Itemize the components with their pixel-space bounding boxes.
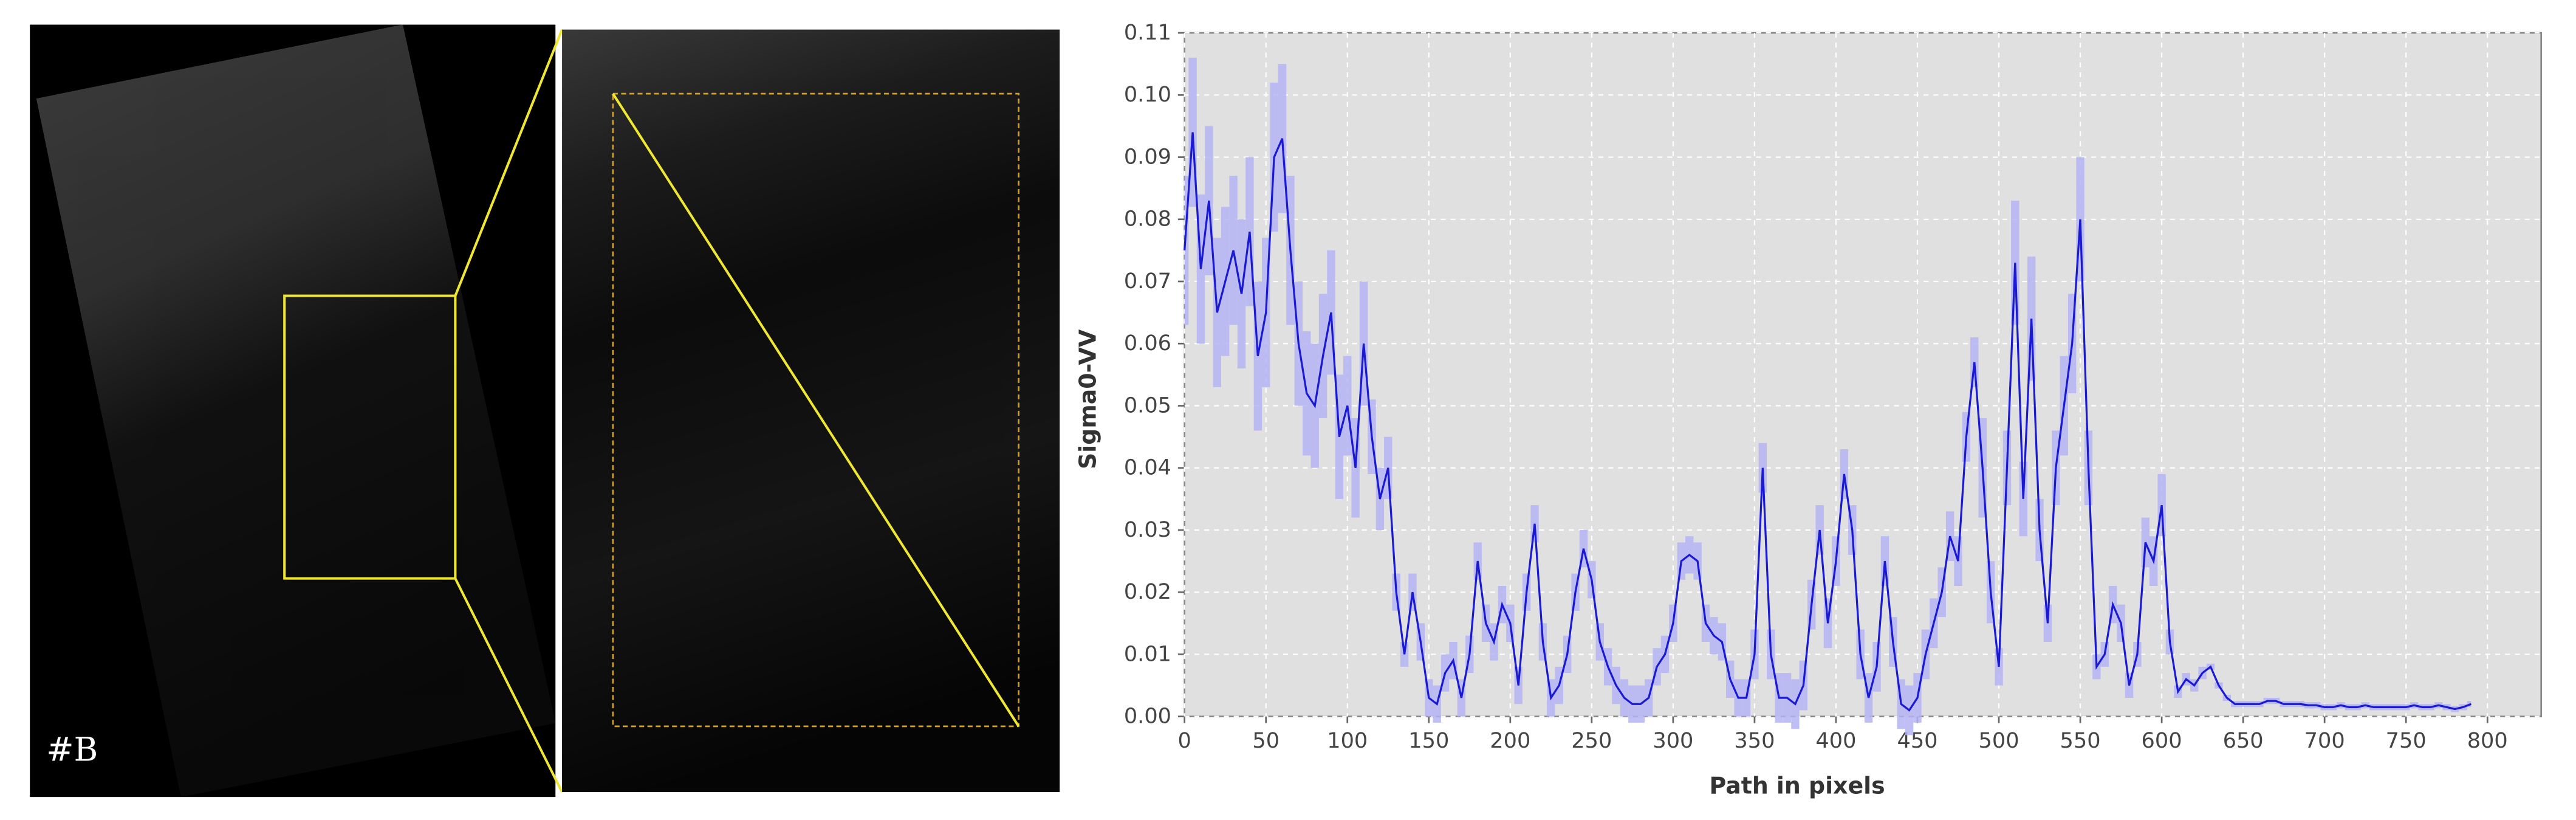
y-tick-label: 0.02 [1124,579,1171,604]
x-tick-label: 450 [1897,728,1937,753]
x-tick-label: 600 [2142,728,2182,753]
y-tick-label: 0.05 [1124,393,1171,418]
x-tick-label: 750 [2386,728,2427,753]
x-tick-label: 700 [2304,728,2345,753]
y-tick-label: 0.10 [1124,82,1171,107]
x-tick-label: 500 [1979,728,2019,753]
y-tick-label: 0.01 [1124,641,1171,666]
chart: 0.00 0.01 0.02 0.03 0.04 0.05 0.06 0.07 0.08 0.09… [1075,20,2543,799]
y-tick-label: 0.06 [1124,331,1171,356]
x-tick-label: 0 [1178,728,1191,753]
x-tick-label: 650 [2223,728,2264,753]
x-axis-label: Path in pixels [1710,773,1885,799]
x-tick-label: 400 [1815,728,1856,753]
plot-area [1184,32,2543,718]
x-tick-label: 100 [1327,728,1368,753]
x-tick-label: 550 [2060,728,2101,753]
y-tick-label: 0.11 [1124,20,1171,45]
y-tick-label: 0.00 [1124,703,1171,728]
zoom-image [562,29,1060,793]
data-line [1184,132,2472,712]
y-tick-label: 0.09 [1124,144,1171,169]
y-tick-label: 0.08 [1124,207,1171,232]
x-tick-label: 800 [2467,728,2508,753]
x-tick-label: 350 [1734,728,1775,753]
y-tick-label: 0.03 [1124,517,1171,542]
x-tick-label: 300 [1653,728,1693,753]
overview-image: #B [30,24,563,798]
error-band [1184,176,1189,325]
x-tick-label: 150 [1408,728,1449,753]
image-label: #B [46,731,98,769]
y-axis-label: Sigma0-VV [1075,329,1101,469]
y-tick-label: 0.07 [1124,269,1171,294]
x-tick-label: 200 [1490,728,1530,753]
y-tick-label: 0.04 [1124,455,1171,480]
x-tick-label: 50 [1252,728,1279,753]
x-tick-label: 250 [1571,728,1612,753]
